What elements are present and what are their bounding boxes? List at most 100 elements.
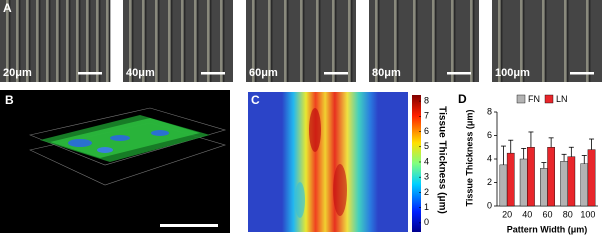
cell-stripe <box>86 0 89 82</box>
nucleus <box>97 147 113 153</box>
cell-stripe <box>470 0 473 82</box>
cell-stripe <box>223 0 225 82</box>
micrograph <box>369 0 479 82</box>
cell-stripe <box>59 0 61 82</box>
render-bg <box>0 90 230 233</box>
cell-stripe <box>29 0 31 82</box>
panel-label: C <box>251 93 260 107</box>
y-tick-label: 4 <box>487 153 492 163</box>
cell-stripe <box>416 0 418 82</box>
cell-stripe <box>252 0 255 82</box>
scale-bar <box>570 72 594 75</box>
coldspot <box>295 182 305 218</box>
legend-label: LN <box>556 94 568 104</box>
cell-stripe <box>194 0 197 82</box>
error-bar <box>528 131 534 148</box>
wire-box <box>28 107 227 166</box>
colorbar-label: Tissue Thickness (μm) <box>436 106 447 214</box>
bar <box>519 158 528 207</box>
colorbar-tick-label: 7 <box>424 111 429 121</box>
cell-stripe <box>268 0 271 82</box>
colorbar <box>412 95 421 232</box>
nucleus <box>110 135 130 141</box>
cell-stripe <box>168 0 171 82</box>
nucleus <box>151 130 169 136</box>
y-tick-label: 0 <box>487 200 492 210</box>
cell-stripe <box>145 0 147 82</box>
bar <box>506 152 515 207</box>
cell-stripe <box>46 0 49 82</box>
cell-stripe <box>284 0 287 82</box>
cell-stripe <box>9 0 11 82</box>
cell-stripe <box>435 0 437 82</box>
cell-stripe <box>316 0 319 82</box>
legend-swatch <box>544 94 554 104</box>
micrograph <box>492 0 602 82</box>
cell-stripe <box>589 0 591 82</box>
cell-stripe <box>69 0 71 82</box>
x-tick-label: 40 <box>522 209 532 219</box>
hotspot <box>333 164 347 216</box>
bar <box>499 164 508 207</box>
error-bar <box>581 155 587 164</box>
cell-stripe <box>332 0 335 82</box>
scale-bar <box>447 72 471 75</box>
cell-stripe <box>158 0 160 82</box>
micrograph <box>123 0 233 82</box>
cell-stripe <box>171 0 173 82</box>
error-bar <box>589 138 595 150</box>
error-bar <box>541 162 547 169</box>
panel-c: C Tissue Thickness (μm) 0 1 2 3 4 5 6 7 8 <box>248 92 447 232</box>
cell-stripe <box>26 0 29 82</box>
x-tick-label: 100 <box>580 209 595 219</box>
y-tick-label: 2 <box>487 177 492 187</box>
scale-bar <box>78 72 102 75</box>
cell-stripe <box>348 0 351 82</box>
cell-stripe <box>6 0 9 82</box>
legend-label: FN <box>528 94 540 104</box>
image-label: 20μm <box>3 67 32 79</box>
panel-label: B <box>5 93 14 107</box>
cell-stripe <box>287 0 289 82</box>
bar <box>547 147 555 207</box>
bar <box>567 156 576 207</box>
cell-stripe <box>184 0 186 82</box>
bar <box>580 163 589 207</box>
cell-stripe <box>109 0 111 82</box>
error-bar <box>521 148 527 159</box>
cell-stripe <box>66 0 69 82</box>
colorbar-tick-label: 5 <box>424 141 429 151</box>
cell-stripe <box>106 0 109 82</box>
cell-stripe <box>378 0 380 82</box>
cell-stripe <box>523 0 525 82</box>
panel-a: 20μm 40μm 60μm 80μm 100μm A <box>0 0 602 82</box>
cell-stripe <box>39 0 41 82</box>
x-axis-label: Pattern Width (μm) <box>507 224 587 234</box>
cell-stripe <box>36 0 39 82</box>
cell-stripe <box>271 0 273 82</box>
cell-stripe <box>473 0 475 82</box>
scale-bar <box>324 72 348 75</box>
cell-stripe <box>155 0 158 82</box>
y-tick-label: 8 <box>487 106 492 116</box>
cell-stripe <box>394 0 397 82</box>
error-bar <box>548 137 554 148</box>
cell-stripe <box>210 0 212 82</box>
cell-stripe <box>207 0 210 82</box>
cell-stripe <box>96 0 99 82</box>
cell-stripe <box>16 0 19 82</box>
panel-label: A <box>3 1 12 15</box>
cell-stripe <box>220 0 223 82</box>
bar <box>587 149 596 207</box>
cell-stripe <box>567 0 569 82</box>
cell-stripe <box>197 0 199 82</box>
colorbar-tick-label: 1 <box>424 202 429 212</box>
image-label: 60μm <box>249 67 278 79</box>
y-tick-label: 6 <box>487 130 492 140</box>
bar <box>527 147 535 207</box>
cell-stripe <box>303 0 305 82</box>
scale-bar <box>201 72 225 75</box>
cell-stripe <box>586 0 589 82</box>
y-axis-label: Tissue Thickness (μm) <box>464 110 474 207</box>
